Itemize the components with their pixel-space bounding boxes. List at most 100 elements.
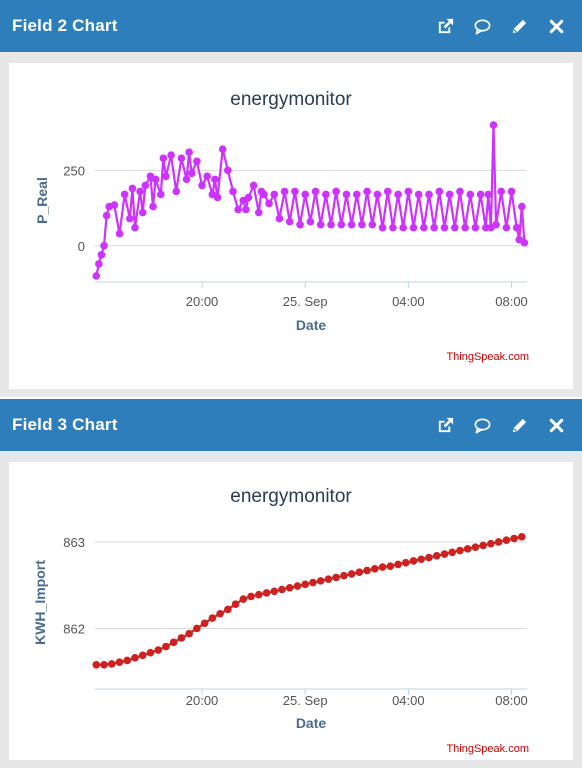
data-point (332, 573, 340, 582)
y-axis-label: KWH_Import (32, 560, 48, 645)
panel-title: Field 3 Chart (12, 415, 118, 434)
data-point (484, 190, 493, 199)
data-point (363, 187, 371, 196)
comment-icon[interactable] (473, 416, 492, 435)
data-point (309, 578, 317, 587)
data-point (352, 190, 361, 199)
data-point (136, 187, 144, 196)
panel-title: Field 2 Chart (12, 16, 118, 35)
data-point (138, 651, 147, 660)
x-tick-label: 25. Sep (283, 294, 328, 309)
data-point (151, 175, 160, 184)
data-point (107, 660, 116, 668)
data-point (95, 260, 103, 268)
chart-svg: energymonitor 0 250 20:00 25. Sep 04:00 08:00 D… (34, 89, 529, 363)
data-point (461, 223, 469, 232)
panel-header: Field 2 Chart (0, 0, 582, 52)
data-point (518, 532, 526, 541)
pencil-icon[interactable] (510, 17, 529, 36)
y-tick-label: 250 (63, 163, 85, 178)
data-point (198, 181, 206, 190)
data-point (342, 190, 351, 199)
data-point (131, 654, 139, 662)
data-point (275, 214, 284, 223)
data-point (92, 660, 101, 669)
series-line (96, 535, 523, 666)
x-tick-label: 08:00 (495, 693, 528, 708)
data-point (432, 551, 441, 560)
data-point (450, 223, 459, 232)
data-point (154, 646, 162, 654)
data-point (167, 151, 175, 160)
data-point (371, 564, 379, 573)
data-point (401, 558, 410, 567)
data-point (502, 536, 511, 545)
data-point (316, 577, 325, 585)
data-point (265, 199, 273, 208)
data-point (337, 220, 346, 229)
data-point (373, 190, 382, 199)
data-point (291, 187, 299, 196)
close-icon[interactable] (547, 416, 566, 435)
data-point (247, 592, 255, 601)
data-point (363, 566, 371, 575)
y-tick-label: 862 (63, 621, 85, 636)
data-point (430, 223, 438, 232)
data-point (456, 187, 464, 196)
data-point (489, 121, 498, 129)
data-point (229, 187, 237, 196)
data-point (146, 648, 155, 657)
close-icon[interactable] (547, 17, 566, 36)
data-point (479, 541, 487, 550)
data-point (242, 205, 250, 214)
x-tick-label: 20:00 (186, 693, 219, 708)
data-point (185, 148, 193, 157)
data-point (162, 172, 170, 181)
data-point (231, 600, 240, 609)
x-axis-label: Date (296, 715, 327, 731)
data-point (162, 642, 170, 651)
external-link-icon[interactable] (436, 17, 455, 36)
data-point (355, 568, 364, 577)
data-point (518, 202, 526, 211)
data-point (409, 223, 418, 232)
panel-tools (436, 17, 566, 36)
data-point (399, 223, 408, 232)
data-point (502, 223, 511, 232)
data-point (347, 570, 356, 578)
data-point (211, 175, 219, 184)
data-point (234, 205, 242, 214)
data-point (110, 201, 119, 209)
data-point (389, 223, 397, 232)
data-point (280, 187, 289, 196)
pencil-icon[interactable] (510, 416, 529, 435)
external-link-icon[interactable] (436, 416, 455, 435)
data-point (149, 202, 157, 211)
x-tick-label: 20:00 (186, 294, 219, 309)
data-point (131, 223, 139, 232)
data-point (97, 251, 106, 259)
credit-link[interactable]: ThingSpeak.com (446, 351, 529, 363)
data-point (445, 190, 454, 199)
data-point (216, 609, 224, 618)
data-point (332, 187, 340, 196)
data-point (492, 220, 500, 229)
data-point (218, 145, 227, 153)
comment-icon[interactable] (473, 17, 492, 36)
data-point (378, 223, 387, 232)
data-point (224, 166, 232, 175)
credit-link[interactable]: ThingSpeak.com (446, 743, 529, 755)
data-point (358, 220, 366, 229)
data-point (435, 187, 444, 196)
data-point (100, 660, 108, 669)
data-point (510, 534, 518, 543)
data-point (115, 658, 124, 666)
data-point (322, 190, 330, 199)
data-point (316, 220, 325, 229)
data-point (301, 580, 309, 589)
data-point (182, 175, 191, 184)
panel-tools (436, 416, 566, 435)
data-point (386, 562, 395, 570)
data-point (497, 187, 506, 196)
data-point (239, 595, 248, 603)
